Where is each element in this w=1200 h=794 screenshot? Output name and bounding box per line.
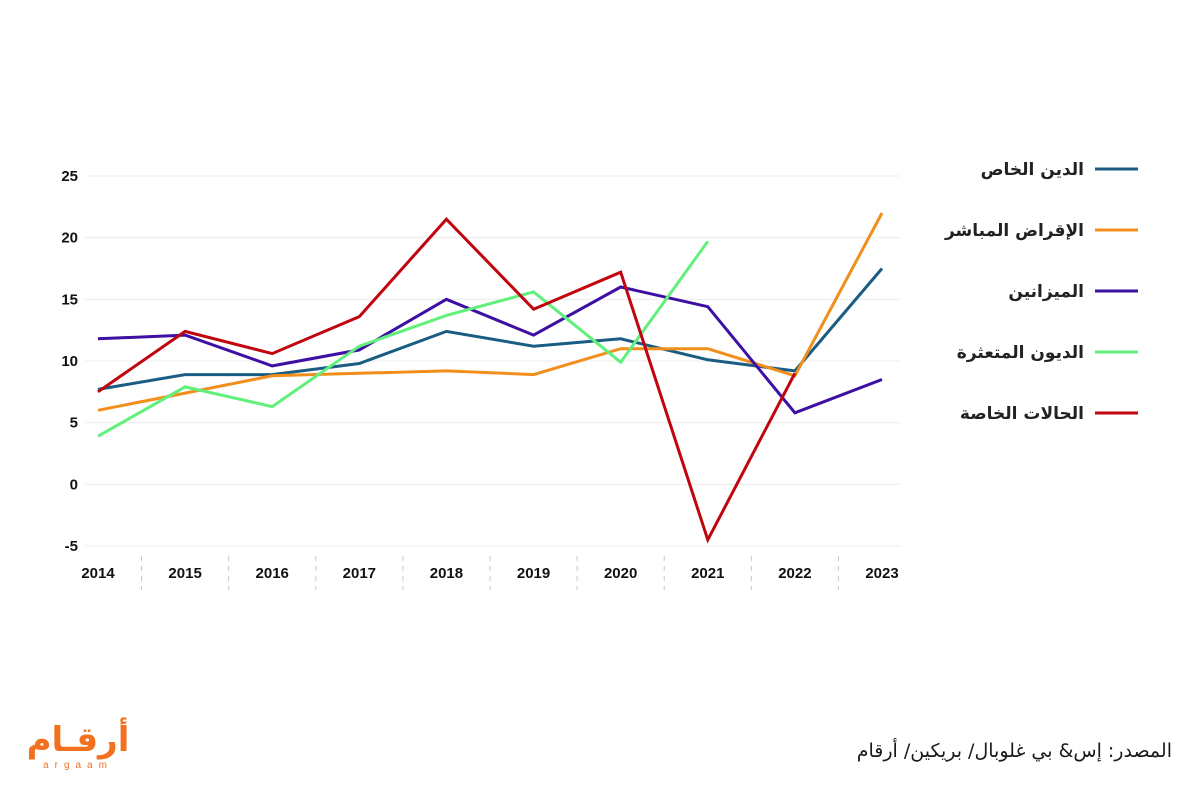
legend-label: الدين الخاص <box>981 160 1084 180</box>
x-tick-label: 2014 <box>81 565 115 582</box>
x-tick-label: 2023 <box>865 565 898 582</box>
argaam-logo: أرقـام argaam <box>26 720 136 774</box>
legend-label: الميزانين <box>1008 282 1084 302</box>
x-tick-label: 2015 <box>168 565 201 582</box>
y-tick-label: 5 <box>70 415 78 432</box>
x-tick-label: 2022 <box>778 565 811 582</box>
series-line-4 <box>97 240 710 438</box>
y-tick-label: 20 <box>61 230 78 247</box>
y-tick-label: 0 <box>70 476 78 493</box>
x-tick-label: 2021 <box>691 565 724 582</box>
y-axis: -5 0 5 10 15 20 25 <box>61 168 78 555</box>
source-note: المصدر: إس& بي غلوبال/ بريكين/ أرقام <box>856 740 1172 762</box>
legend-label: الإقراض المباشر <box>944 221 1084 241</box>
x-tick-label: 2016 <box>256 565 289 582</box>
series-lines <box>97 212 884 544</box>
series-line-3 <box>97 285 883 415</box>
series-line-5 <box>97 216 797 544</box>
legend: الدين الخاص الإقراض المباشر الميزانين الديو… <box>944 160 1138 424</box>
y-tick-label: 10 <box>61 353 78 370</box>
logo-wordmark: أرقـام <box>26 720 130 760</box>
series-line-1 <box>97 267 884 391</box>
legend-label: الحالات الخاصة <box>960 404 1084 424</box>
y-tick-label: 25 <box>61 168 78 185</box>
x-tick-label: 2020 <box>604 565 637 582</box>
y-tick-label: -5 <box>65 538 78 555</box>
grid <box>85 175 900 590</box>
x-tick-label: 2017 <box>343 565 376 582</box>
legend-label: الديون المتعثرة <box>957 343 1084 363</box>
logo-latin: argaam <box>43 760 113 771</box>
series-line-2 <box>97 212 884 412</box>
x-axis: 2014 2015 2016 2017 2018 2019 2020 2021 2022 2023 <box>81 565 898 582</box>
x-tick-label: 2019 <box>517 565 550 582</box>
x-tick-label: 2018 <box>430 565 463 582</box>
y-tick-label: 15 <box>61 291 78 308</box>
